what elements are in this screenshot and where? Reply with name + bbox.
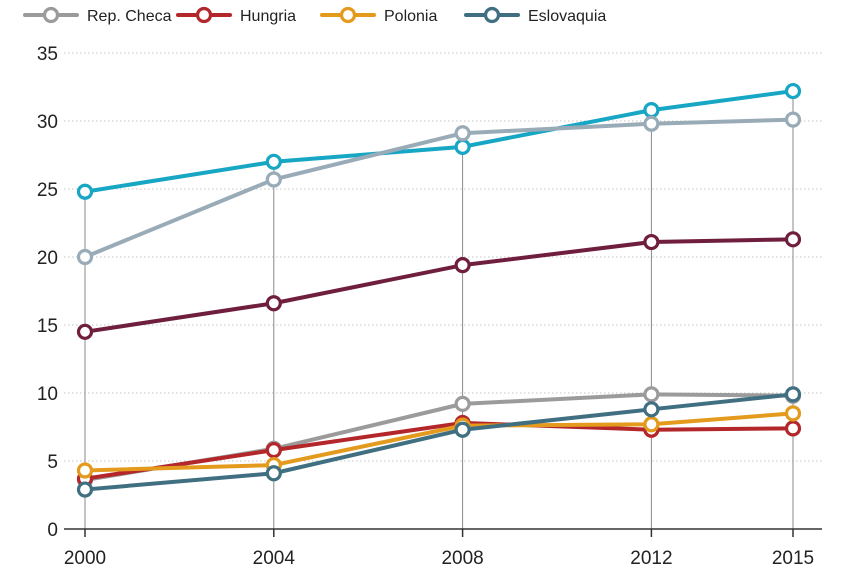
- legend-label: Polonia: [384, 8, 437, 25]
- y-tick-label: 30: [37, 112, 58, 133]
- y-tick-label: 0: [47, 520, 58, 541]
- legend-item: Polonia: [320, 6, 437, 25]
- data-point: [454, 125, 471, 142]
- series-line: [83, 117, 795, 259]
- data-point: [454, 138, 471, 155]
- legend-swatch-marker: [195, 6, 213, 24]
- data-point: [76, 183, 94, 200]
- data-point: [76, 481, 94, 498]
- data-point: [454, 421, 471, 438]
- series-line-1: [76, 82, 802, 200]
- data-point: [784, 420, 802, 437]
- grid: [64, 52, 822, 462]
- series-group: [76, 82, 802, 498]
- data-point: [265, 153, 282, 170]
- y-tick-label: 35: [37, 44, 58, 65]
- series-line-3: [76, 231, 802, 340]
- legend-item: Hungria: [176, 6, 296, 25]
- y-axis: 0 5 10 15 20 25 30 35: [37, 44, 58, 541]
- data-point: [76, 323, 94, 340]
- legend-item: Rep. Checa: [23, 6, 172, 25]
- legend-label: Eslovaquia: [528, 8, 606, 25]
- series-polonia: [76, 405, 802, 479]
- x-axis: 2000 2004 2008 2012 2015: [64, 528, 822, 564]
- legend-swatch-marker: [483, 6, 501, 24]
- y-tick-label: 5: [47, 452, 58, 473]
- data-point: [784, 111, 802, 128]
- data-point: [643, 386, 660, 403]
- data-point: [784, 231, 802, 248]
- data-point: [643, 416, 660, 433]
- year-lines: [84, 91, 794, 529]
- data-point: [784, 405, 802, 422]
- y-tick-label: 10: [37, 384, 58, 405]
- data-point: [784, 82, 802, 100]
- series-line: [83, 89, 795, 194]
- x-tick-label: 2004: [253, 548, 296, 564]
- legend-swatch-marker: [339, 6, 357, 24]
- data-point: [643, 115, 660, 132]
- legend: Rep. Checa Hungria Polonia Eslovaquia: [23, 6, 606, 25]
- data-point: [784, 386, 802, 403]
- series-line: [83, 237, 795, 334]
- data-point: [265, 465, 282, 482]
- data-point: [265, 171, 282, 188]
- legend-label: Hungria: [240, 8, 296, 25]
- x-tick-label: 2008: [441, 548, 483, 564]
- data-point: [265, 442, 282, 459]
- legend-swatch-marker: [42, 6, 60, 24]
- x-tick-label: 2012: [630, 548, 672, 564]
- data-point: [454, 257, 471, 274]
- x-tick-label: 2015: [772, 548, 814, 564]
- data-point: [76, 462, 94, 479]
- data-point: [76, 248, 94, 266]
- series-line-2: [76, 111, 802, 266]
- y-tick-label: 20: [37, 248, 58, 269]
- series-hungria: [76, 414, 802, 487]
- data-point: [643, 102, 660, 119]
- data-point: [643, 233, 660, 251]
- data-point: [454, 395, 471, 412]
- legend-item: Eslovaquia: [464, 6, 606, 25]
- legend-label: Rep. Checa: [87, 8, 172, 25]
- data-point: [643, 401, 660, 418]
- y-tick-label: 15: [37, 316, 58, 337]
- y-tick-label: 25: [37, 180, 58, 201]
- series-eslovaquia: [76, 386, 802, 498]
- x-tick-label: 2000: [64, 548, 106, 564]
- data-point: [265, 295, 282, 312]
